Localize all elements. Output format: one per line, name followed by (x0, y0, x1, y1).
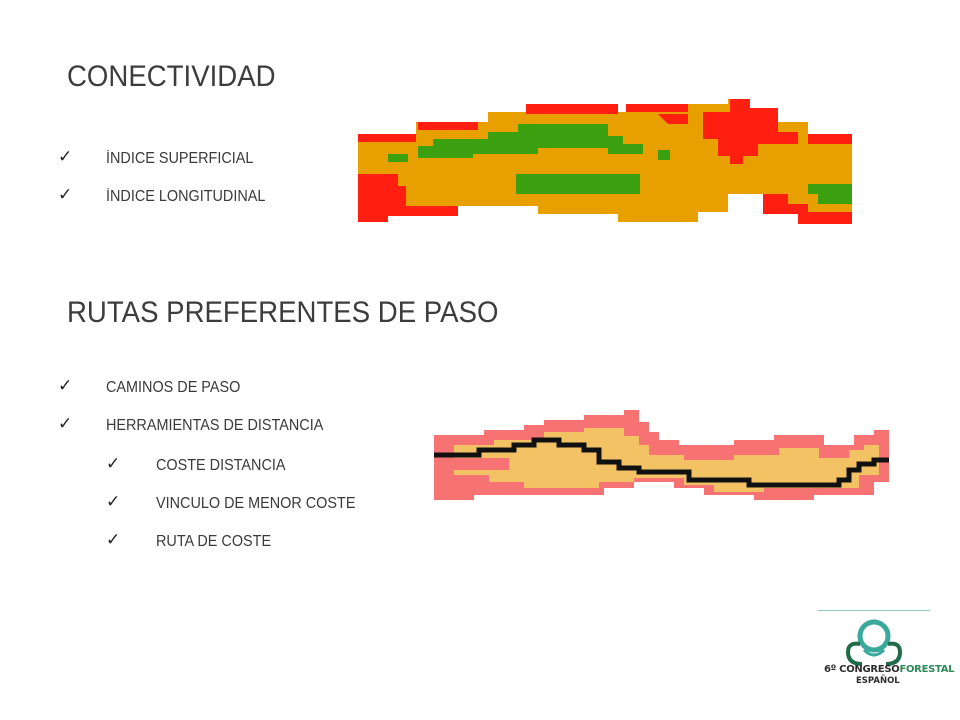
section-title-rutas: RUTAS PREFERENTES DE PASO (67, 296, 499, 329)
logo-divider (818, 610, 930, 611)
list-item-indice-superficial: ÍNDICE SUPERFICIAL (106, 150, 254, 167)
check-icon: ✓ (106, 492, 121, 512)
list-item-indice-longitudinal: ÍNDICE LONGITUDINAL (106, 188, 266, 205)
check-icon: ✓ (106, 530, 121, 550)
check-icon: ✓ (58, 185, 73, 205)
subitem-vinculo-menor-coste: VINCULO DE MENOR COSTE (156, 495, 356, 512)
logo-text-line1: 6º CONGRESOFORESTAL (824, 664, 955, 675)
check-icon: ✓ (58, 376, 73, 396)
cost-route-map-image (434, 410, 889, 500)
section-title-conectividad: CONECTIVIDAD (67, 60, 276, 93)
logo-text-line2: ESPAÑOL (856, 676, 900, 686)
subitem-ruta-de-coste: RUTA DE COSTE (156, 533, 272, 550)
connectivity-map-image (358, 99, 852, 224)
check-icon: ✓ (58, 414, 73, 434)
check-icon: ✓ (58, 147, 73, 167)
list-item-caminos-de-paso: CAMINOS DE PASO (106, 379, 241, 396)
list-item-herramientas-de-distancia: HERRAMIENTAS DE DISTANCIA (106, 417, 324, 434)
check-icon: ✓ (106, 454, 121, 474)
congress-logo-icon (845, 619, 903, 666)
subitem-coste-distancia: COSTE DISTANCIA (156, 457, 286, 474)
